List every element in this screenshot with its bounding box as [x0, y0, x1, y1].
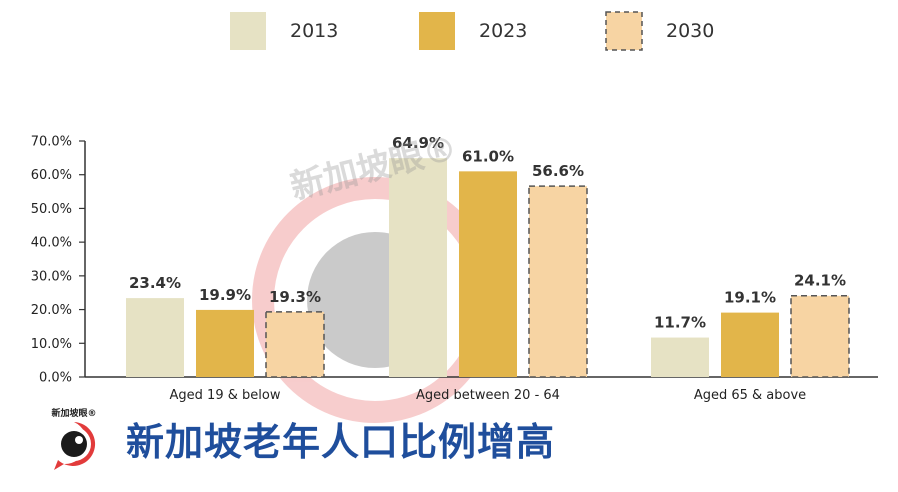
- chart-bars: 23.4% 19.9% 19.3% Aged 19 & below 64.9% 61.0%…: [126, 134, 850, 403]
- y-tick-label: 40.0%: [31, 236, 72, 251]
- data-label: 56.6%: [532, 162, 584, 180]
- y-tick-label: 60.0%: [31, 168, 72, 183]
- bar-2030-2: [790, 294, 850, 378]
- data-label: 64.9%: [392, 134, 444, 152]
- y-tick-label: 10.0%: [31, 337, 72, 352]
- bar-2013-2: [651, 337, 709, 377]
- x-category-label: Aged 19 & below: [170, 388, 281, 403]
- chart-axes: 0.0% 10.0% 20.0% 30.0% 40.0% 50.0% 60.0% 70.0%: [31, 135, 878, 386]
- legend-swatch-2013: [230, 12, 266, 50]
- y-tick-label: 70.0%: [31, 135, 72, 150]
- x-category-label: Aged 65 & above: [694, 388, 806, 403]
- brand-logo-text: 新加坡眼®: [51, 409, 97, 419]
- bar-2030-0: [265, 311, 325, 378]
- bar-2023-0: [196, 309, 254, 377]
- y-tick-label: 50.0%: [31, 202, 72, 217]
- legend-label-2013: 2013: [290, 20, 338, 42]
- bar-2023-2: [721, 312, 779, 377]
- brand-logo: 新加坡眼®: [44, 406, 104, 472]
- data-label: 23.4%: [129, 274, 181, 292]
- data-label: 11.7%: [654, 314, 706, 332]
- data-label: 19.3%: [269, 288, 321, 306]
- data-label: 61.0%: [462, 147, 514, 165]
- legend-swatch-2030: [605, 11, 643, 51]
- legend-label-2023: 2023: [479, 20, 527, 42]
- bar-2023-1: [459, 171, 517, 377]
- y-tick-label: 0.0%: [39, 371, 72, 386]
- data-label: 24.1%: [794, 272, 846, 290]
- x-category-label: Aged between 20 - 64: [416, 388, 560, 403]
- camera-eye-icon: [54, 422, 96, 470]
- legend-label-2030: 2030: [666, 20, 714, 42]
- page-caption: 新加坡老年人口比例增高: [126, 420, 556, 464]
- bar-2013-0: [126, 298, 184, 377]
- legend-swatch-2023: [419, 12, 455, 50]
- bar-2013-1: [389, 158, 447, 377]
- data-label: 19.1%: [724, 289, 776, 307]
- bar-2030-1: [528, 185, 588, 378]
- data-label: 19.9%: [199, 286, 251, 304]
- y-tick-label: 30.0%: [31, 269, 72, 284]
- y-tick-label: 20.0%: [31, 303, 72, 318]
- legend: 2013 2023 2030: [230, 11, 714, 51]
